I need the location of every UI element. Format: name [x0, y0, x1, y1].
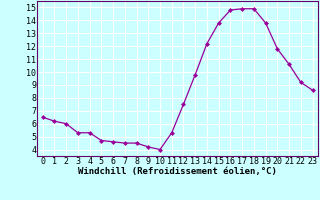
X-axis label: Windchill (Refroidissement éolien,°C): Windchill (Refroidissement éolien,°C) — [78, 167, 277, 176]
